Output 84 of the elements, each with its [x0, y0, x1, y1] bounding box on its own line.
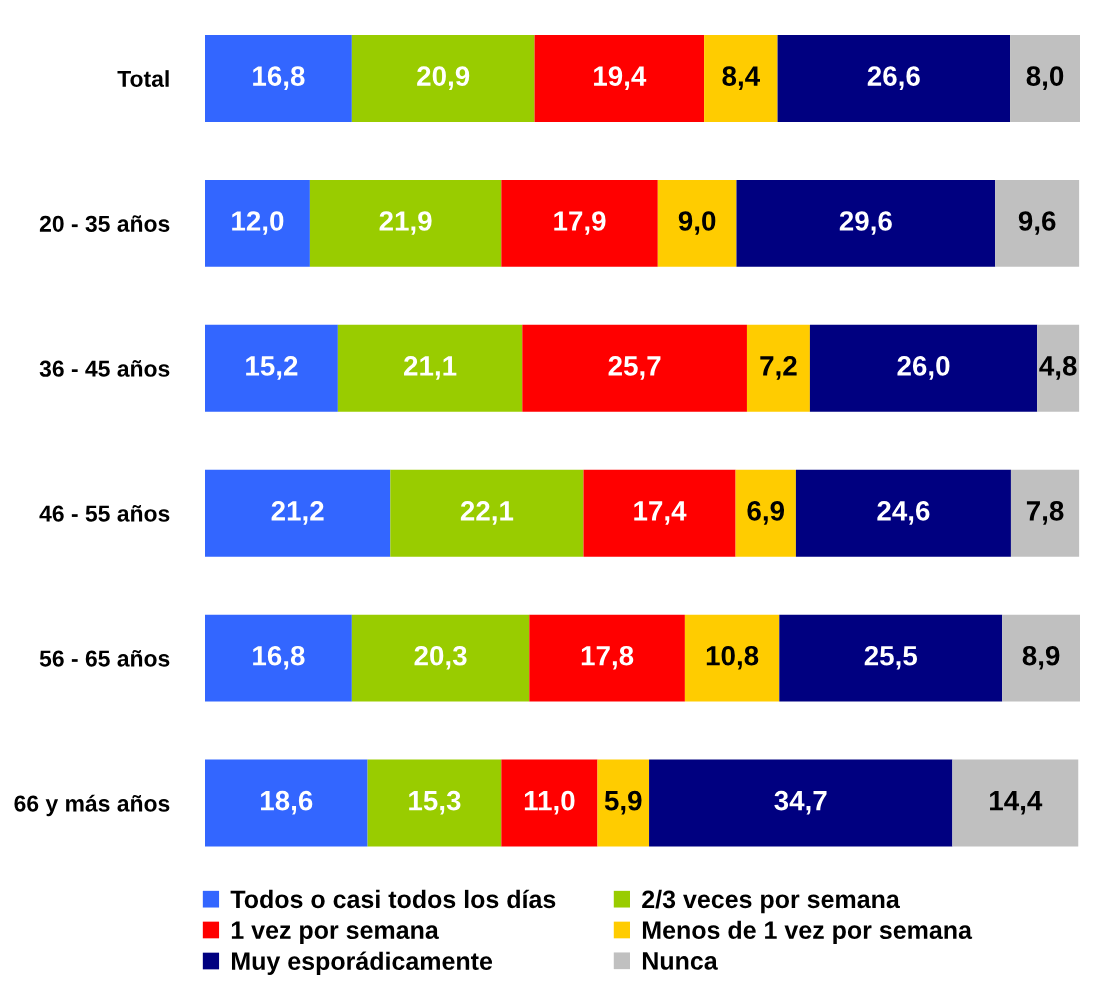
data-label: 24,6	[877, 500, 930, 525]
bar	[809, 324, 1038, 412]
bar	[795, 469, 1011, 557]
data-label: 29,6	[839, 211, 892, 235]
bar	[735, 469, 796, 557]
data-label: 21,1	[404, 356, 457, 380]
data-label: 7,8	[1026, 500, 1064, 525]
data-label: 15,2	[246, 356, 298, 380]
data-label: 26,6	[867, 66, 920, 90]
data-label: 14,4	[990, 791, 1043, 815]
bar	[529, 614, 685, 702]
data-label: 21,9	[379, 211, 432, 235]
data-label: 17,4	[634, 501, 687, 525]
data-label: 25,7	[608, 356, 661, 380]
data-label: 10,8	[706, 645, 759, 670]
bar	[952, 759, 1079, 847]
bar	[995, 179, 1080, 267]
data-label: 8,9	[1022, 645, 1060, 670]
legend-label: Menos de 1 vez por semana	[642, 920, 973, 944]
bar	[704, 34, 778, 122]
legend-label: Muy esporádicamente	[231, 951, 493, 975]
y-tick-label: 36 - 45 años	[39, 360, 170, 377]
data-label: 25,5	[864, 645, 918, 670]
bar	[205, 469, 391, 557]
data-label: 17,8	[581, 645, 634, 670]
legend-label: 1 vez por semana	[231, 921, 439, 944]
legend-label: 2/3 veces por semana	[642, 889, 900, 914]
bar	[657, 179, 737, 267]
bar	[597, 759, 650, 847]
data-label: 16,8	[253, 645, 305, 670]
bar	[501, 179, 658, 267]
data-label: 18,6	[261, 790, 313, 815]
bar	[337, 324, 523, 412]
bar	[309, 179, 502, 267]
bar	[1010, 34, 1080, 122]
data-label: 9,0	[678, 211, 716, 235]
data-label: 21,2	[271, 500, 324, 525]
data-label: 20,9	[417, 66, 470, 90]
data-label: 12,0	[232, 211, 284, 235]
data-label: 8,0	[1026, 66, 1064, 90]
bar	[501, 759, 598, 847]
bar	[205, 759, 368, 847]
data-label: 17,9	[554, 211, 606, 235]
bar	[684, 614, 780, 702]
y-tick-label: Total	[117, 70, 169, 87]
data-label: 19,4	[594, 66, 647, 90]
bar	[779, 614, 1003, 702]
bar	[1010, 469, 1080, 557]
data-label: 11,0	[524, 790, 575, 815]
data-label: 6,9	[747, 500, 785, 525]
bar	[205, 614, 352, 702]
bar	[736, 179, 996, 267]
bar	[534, 34, 705, 122]
data-label: 16,8	[253, 66, 305, 90]
data-label: 4,8	[1039, 356, 1077, 380]
y-tick-label: 46 - 55 años	[39, 504, 170, 522]
bar	[205, 34, 352, 122]
bar	[351, 34, 535, 122]
data-label: 9,6	[1018, 211, 1056, 235]
bar	[746, 324, 810, 412]
bar	[351, 614, 530, 702]
bar	[583, 469, 736, 557]
data-label: 20,3	[414, 645, 467, 670]
data-label: 26,0	[897, 356, 950, 380]
data-label: 22,1	[460, 500, 514, 525]
bar	[649, 759, 953, 847]
data-label: 8,4	[722, 66, 760, 90]
bar	[1002, 614, 1080, 702]
bar	[205, 324, 338, 412]
bar	[522, 324, 747, 412]
bar	[367, 759, 502, 847]
data-label: 7,2	[760, 356, 797, 380]
data-label: 5,9	[604, 790, 642, 815]
legend-label: Nunca	[642, 952, 718, 970]
y-tick-label: 66 y más años	[14, 794, 170, 817]
legend-label: Todos o casi todos los días	[230, 889, 556, 909]
y-tick-label: 20 - 35 años	[39, 215, 170, 232]
bar	[390, 469, 584, 557]
data-label: 34,7	[774, 790, 827, 815]
data-label: 15,3	[409, 790, 461, 815]
y-tick-label: 56 - 65 años	[39, 649, 170, 667]
bar	[1037, 324, 1080, 412]
bar	[205, 179, 310, 267]
bar	[777, 34, 1011, 122]
